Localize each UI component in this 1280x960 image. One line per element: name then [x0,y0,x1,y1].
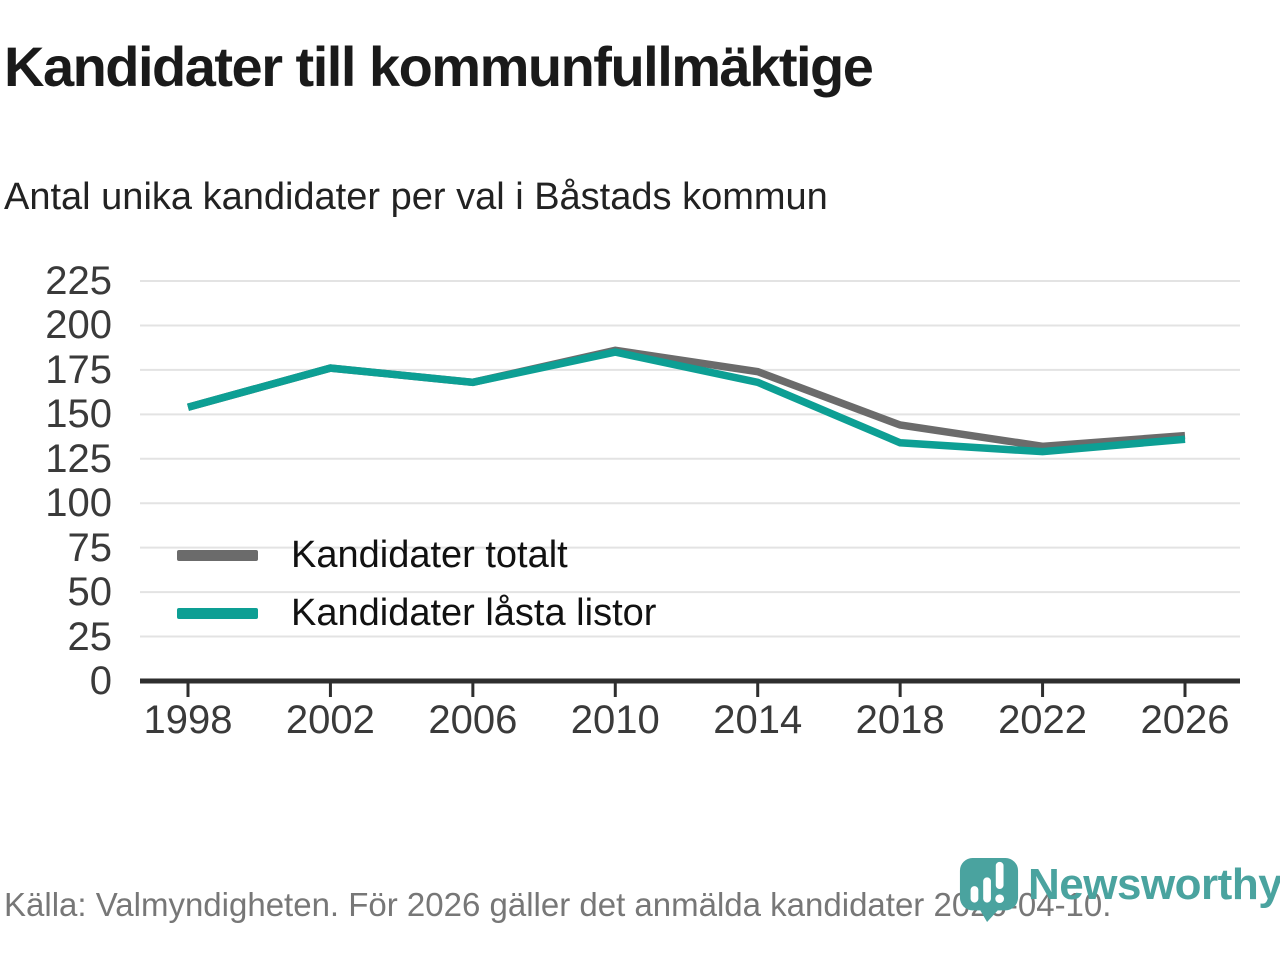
legend: Kandidater totalt Kandidater låsta listo… [177,533,656,636]
newsworthy-pin-icon [959,858,1019,922]
y-tick-label: 150 [45,392,112,437]
legend-label-lasta-listor: Kandidater låsta listor [291,592,657,634]
x-tick-label: 2006 [428,698,518,742]
y-tick-label: 100 [45,481,112,526]
x-tick-label: 2018 [855,698,945,742]
y-tick-label: 0 [89,659,112,703]
x-tick-label: 1998 [143,698,233,742]
chart-subtitle: Antal unika kandidater per val i Båstads… [4,176,828,218]
legend-swatch-lasta-listor [177,608,258,619]
series-line-1 [187,348,1186,456]
x-tick-label: 2026 [1140,698,1230,742]
y-tick-label: 225 [45,259,112,303]
legend-item-lasta-listor: Kandidater låsta listor [177,591,656,636]
newsworthy-wordmark: Newsworthy [1028,860,1280,909]
legend-label-totalt: Kandidater totalt [291,534,568,576]
y-tick-label: 75 [67,525,113,570]
y-tick-label: 200 [45,303,112,348]
y-tick-label: 125 [45,436,112,481]
x-tick-label: 2010 [570,698,660,742]
chart-title: Kandidater till kommunfullmäktige [4,35,874,98]
source-note: Källa: Valmyndigheten. För 2026 gäller d… [4,886,1112,923]
y-tick-label: 50 [67,570,113,615]
x-tick-label: 2022 [998,698,1088,742]
newsworthy-logo: Newsworthy [958,856,1280,922]
x-tick-label: 2002 [285,698,375,742]
x-tick-label: 2014 [713,698,803,742]
legend-item-totalt: Kandidater totalt [177,533,656,578]
legend-swatch-totalt [177,550,258,561]
y-tick-label: 25 [67,614,113,659]
y-tick-label: 175 [45,347,112,392]
